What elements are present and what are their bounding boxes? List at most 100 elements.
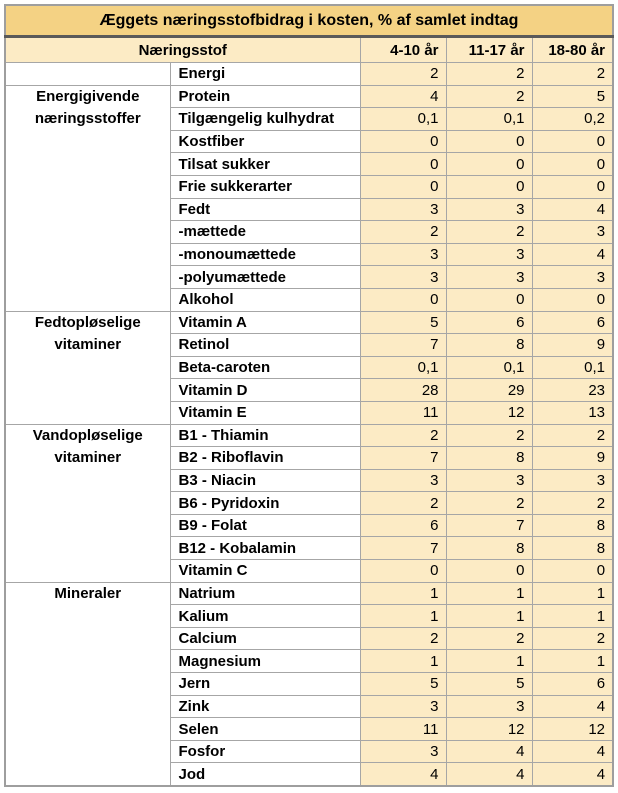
value-cell: 4 xyxy=(359,762,447,787)
value-cell: 6 xyxy=(531,672,614,696)
group-cell xyxy=(4,62,171,86)
header-nutrient: Næringsstof xyxy=(4,36,361,63)
value-cell: 3 xyxy=(359,265,447,289)
value-cell: 2 xyxy=(359,220,447,244)
table-row: Vitamin E 11 12 13 xyxy=(5,400,614,425)
nutrient-name-cell: B6 - Pyridoxin xyxy=(169,491,361,515)
value-cell: 3 xyxy=(445,197,533,222)
value-cell: 3 xyxy=(445,468,533,493)
value-cell: 3 xyxy=(359,197,447,222)
table-body: Energi 2 2 2 Energigivende næringsstoffer Pro… xyxy=(4,62,614,787)
value-cell: 5 xyxy=(359,310,447,335)
value-cell: 8 xyxy=(445,536,533,561)
value-cell: 2 xyxy=(445,491,533,515)
nutrient-name-cell: Vitamin E xyxy=(169,400,361,425)
value-cell: 8 xyxy=(531,513,614,538)
value-cell: 0 xyxy=(531,174,614,199)
value-cell: 0,1 xyxy=(531,355,614,380)
table-row: Tilgængelig kulhydrat 0,1 0,1 0,2 xyxy=(5,107,614,131)
value-cell: 0 xyxy=(531,287,614,312)
value-cell: 2 xyxy=(531,62,614,86)
nutrient-name-cell: -mættede xyxy=(169,220,361,244)
nutrient-name-cell: Vitamin C xyxy=(169,559,361,583)
nutrient-name-cell: B3 - Niacin xyxy=(169,468,361,493)
header-age-4-10: 4-10 år xyxy=(359,36,447,63)
table-row: Fosfor 3 4 4 xyxy=(5,739,614,764)
table-row: B6 - Pyridoxin 2 2 2 xyxy=(5,491,614,515)
table-row: Selen 11 12 12 xyxy=(5,717,614,741)
table-row: Kostfiber 0 0 0 xyxy=(5,129,614,154)
value-cell: 2 xyxy=(531,626,614,651)
table-row: B3 - Niacin 3 3 3 xyxy=(5,468,614,493)
nutrient-name-cell: Tilgængelig kulhydrat xyxy=(169,107,361,131)
value-cell: 0 xyxy=(445,559,533,583)
table-row: Beta-caroten 0,1 0,1 0,1 xyxy=(5,355,614,380)
nutrient-name-cell: B1 - Thiamin xyxy=(169,423,361,448)
nutrient-name-cell: B2 - Riboflavin xyxy=(169,446,361,470)
value-cell: 4 xyxy=(445,739,533,764)
nutrient-name-cell: Jern xyxy=(169,672,361,696)
value-cell: 4 xyxy=(531,739,614,764)
value-cell: 2 xyxy=(359,491,447,515)
value-cell: 1 xyxy=(359,604,447,628)
table-row: Jod 4 4 4 xyxy=(5,762,614,787)
value-cell: 7 xyxy=(359,446,447,470)
nutrient-name-cell: Magnesium xyxy=(169,649,361,674)
value-cell: 4 xyxy=(531,762,614,787)
value-cell: 3 xyxy=(445,265,533,289)
value-cell: 2 xyxy=(531,423,614,448)
value-cell: 0,1 xyxy=(359,355,447,380)
value-cell: 3 xyxy=(359,739,447,764)
nutrient-contribution-table: Æggets næringsstofbidrag i kosten, % af … xyxy=(4,4,615,787)
nutrient-name-cell: -polyumættede xyxy=(169,265,361,289)
table-row: B12 - Kobalamin 7 8 8 xyxy=(5,536,614,561)
value-cell: 3 xyxy=(445,694,533,719)
group-cell: Vandopløselige vitaminer xyxy=(4,423,171,583)
value-cell: 3 xyxy=(531,220,614,244)
table-header-row: Næringsstof 4-10 år 11-17 år 18-80 år xyxy=(4,36,614,63)
nutrient-name-cell: Frie sukkerarter xyxy=(169,174,361,199)
value-cell: 2 xyxy=(359,423,447,448)
value-cell: 3 xyxy=(359,242,447,267)
value-cell: 0 xyxy=(359,152,447,176)
nutrient-name-cell: Zink xyxy=(169,694,361,719)
value-cell: 2 xyxy=(445,220,533,244)
table-row: Kalium 1 1 1 xyxy=(5,604,614,628)
value-cell: 6 xyxy=(359,513,447,538)
value-cell: 9 xyxy=(531,333,614,357)
nutrient-name-cell: Alkohol xyxy=(169,287,361,312)
value-cell: 4 xyxy=(359,84,447,109)
value-cell: 0 xyxy=(359,287,447,312)
table-row: Jern 5 5 6 xyxy=(5,672,614,696)
value-cell: 0,1 xyxy=(445,355,533,380)
nutrient-name-cell: Kalium xyxy=(169,604,361,628)
value-cell: 0 xyxy=(531,559,614,583)
nutrient-name-cell: Protein xyxy=(169,84,361,109)
table-row: Mineraler Natrium 1 1 1 xyxy=(4,581,614,787)
value-cell: 6 xyxy=(445,310,533,335)
value-cell: 12 xyxy=(445,400,533,425)
value-cell: 1 xyxy=(359,581,447,606)
table-row: B9 - Folat 6 7 8 xyxy=(5,513,614,538)
table-row: Energi 2 2 2 xyxy=(4,62,614,86)
value-cell: 1 xyxy=(445,649,533,674)
value-cell: 6 xyxy=(531,310,614,335)
table-row: -polyumættede 3 3 3 xyxy=(5,265,614,289)
value-cell: 2 xyxy=(445,62,533,86)
value-cell: 0 xyxy=(359,129,447,154)
value-cell: 3 xyxy=(359,468,447,493)
table-row: Zink 3 3 4 xyxy=(5,694,614,719)
value-cell: 12 xyxy=(531,717,614,741)
value-cell: 1 xyxy=(445,604,533,628)
value-cell: 0,1 xyxy=(359,107,447,131)
value-cell: 28 xyxy=(359,378,447,402)
value-cell: 2 xyxy=(359,626,447,651)
header-age-18-80: 18-80 år xyxy=(531,36,614,63)
value-cell: 2 xyxy=(445,423,533,448)
nutrient-name-cell: Kostfiber xyxy=(169,129,361,154)
nutrient-name-cell: B9 - Folat xyxy=(169,513,361,538)
value-cell: 1 xyxy=(359,649,447,674)
value-cell: 0 xyxy=(445,287,533,312)
group-cell: Mineraler xyxy=(4,581,171,787)
